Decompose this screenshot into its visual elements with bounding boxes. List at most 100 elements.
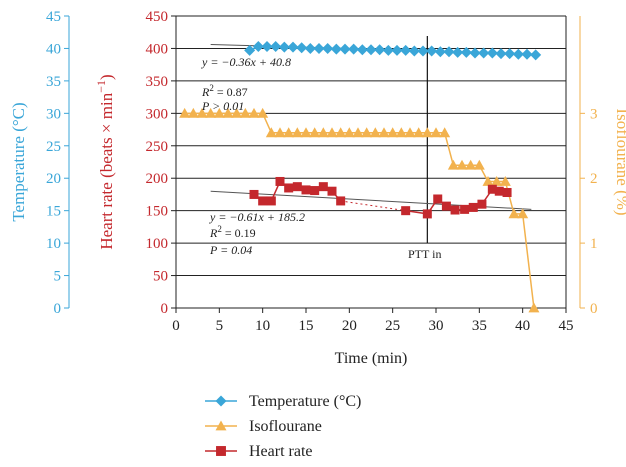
isoflurane-point bbox=[482, 175, 494, 186]
x-axis-title: Time (min) bbox=[335, 350, 408, 367]
isoflurane-point bbox=[508, 208, 520, 219]
isoflurane-point bbox=[343, 127, 355, 138]
temp-tick-label-15: 15 bbox=[46, 204, 61, 220]
temperature-point bbox=[339, 43, 351, 55]
heart_rate-point bbox=[477, 199, 487, 209]
temperature-point bbox=[486, 47, 498, 59]
heart-rate-axis-title: Heart rate (beats × min−1) bbox=[94, 74, 116, 249]
x-tick-label-40: 40 bbox=[515, 318, 530, 334]
temp-tick-label-0: 0 bbox=[54, 301, 62, 317]
heart_rate-point bbox=[441, 201, 451, 211]
legend-marker-1 bbox=[215, 420, 227, 431]
heart_rate-point bbox=[249, 189, 259, 199]
temp-tick-label-25: 25 bbox=[46, 139, 61, 155]
heart_rate-point bbox=[301, 185, 311, 195]
temperature-point bbox=[322, 42, 334, 54]
temp-p-value: P > 0.01 bbox=[201, 99, 244, 113]
legend: Temperature (°C) Isoflourane Heart rate bbox=[205, 393, 361, 460]
temperature-point bbox=[382, 44, 394, 56]
temperature-point bbox=[417, 45, 429, 57]
isoflurane-point bbox=[413, 127, 425, 138]
legend-label-0: Temperature (°C) bbox=[249, 393, 361, 410]
isoflurane-point bbox=[257, 107, 269, 118]
temperature-point bbox=[452, 46, 464, 58]
temperature-point bbox=[391, 44, 403, 56]
isoflurane-point bbox=[517, 208, 529, 219]
isoflurane-point bbox=[239, 107, 251, 118]
hr-r2-exponent: 2 bbox=[217, 224, 222, 234]
temperature-point bbox=[304, 42, 316, 54]
temperature-point bbox=[356, 44, 368, 56]
temp-r2-value: = 0.87 bbox=[214, 85, 248, 99]
isoflurane-point bbox=[473, 159, 485, 170]
isoflurane-point bbox=[205, 107, 217, 118]
temperature-point bbox=[278, 41, 290, 53]
legend-label-1: Isoflourane bbox=[249, 418, 322, 435]
isoflurane-point bbox=[222, 107, 234, 118]
isoflurane-point bbox=[378, 127, 390, 138]
temp-equation: y = −0.36x + 40.8 bbox=[201, 55, 291, 69]
isoflurane-point bbox=[231, 107, 243, 118]
temperature-point bbox=[426, 45, 438, 57]
hr-tick-label-100: 100 bbox=[146, 236, 169, 252]
heart_rate-point bbox=[502, 187, 512, 197]
temp-tick-label-40: 40 bbox=[46, 41, 61, 57]
heart_rate-point bbox=[327, 186, 337, 196]
isoflurane-point bbox=[395, 127, 407, 138]
isoflurane-point bbox=[361, 127, 373, 138]
temperature-axis-title: Temperature (°C) bbox=[9, 102, 28, 221]
heart_rate-point bbox=[292, 182, 302, 192]
hr-title-sup: −1 bbox=[94, 80, 108, 93]
isoflurane-point bbox=[499, 175, 511, 186]
temp-tick-label-10: 10 bbox=[46, 236, 61, 252]
temperature-point bbox=[252, 40, 264, 52]
temperature-point bbox=[530, 49, 542, 61]
isoflurane-point bbox=[430, 127, 442, 138]
temperature-point bbox=[478, 47, 490, 59]
isoflurane-point bbox=[491, 175, 503, 186]
x-tick-label-5: 5 bbox=[216, 318, 224, 334]
isoflurane-point bbox=[421, 127, 433, 138]
heart_rate-point bbox=[284, 183, 294, 193]
temperature-point bbox=[521, 48, 533, 60]
hr-r2-letter: R bbox=[209, 226, 218, 240]
isoflurane-point bbox=[404, 127, 416, 138]
iso-tick-label-2: 2 bbox=[590, 171, 598, 187]
isoflurane-point bbox=[352, 127, 364, 138]
temp-tick-label-5: 5 bbox=[54, 269, 62, 285]
temperature-point bbox=[270, 40, 282, 52]
temperature-point bbox=[512, 48, 524, 60]
temperature-point bbox=[365, 44, 377, 56]
hr-tick-label-0: 0 bbox=[161, 301, 169, 317]
temperature-point bbox=[443, 46, 455, 58]
hr-tick-label-150: 150 bbox=[146, 204, 169, 220]
legend-marker-0 bbox=[215, 395, 227, 407]
annotation-layer: y = −0.36x + 40.8 R2 = 0.87 P > 0.01 y =… bbox=[201, 55, 441, 261]
heart_rate-point bbox=[310, 186, 320, 196]
isoflurane-point bbox=[291, 127, 303, 138]
heart_rate-point bbox=[450, 205, 460, 215]
hr-tick-label-300: 300 bbox=[146, 106, 169, 122]
iso-tick-label-3: 3 bbox=[590, 106, 598, 122]
temp-r2-exponent: 2 bbox=[209, 83, 214, 93]
ptt-in-label: PTT in bbox=[408, 247, 441, 261]
isoflurane-point bbox=[456, 159, 468, 170]
temperature-point bbox=[296, 42, 308, 54]
isoflurane-point bbox=[309, 127, 321, 138]
isoflurane-point bbox=[439, 127, 451, 138]
legend-label-2: Heart rate bbox=[249, 443, 313, 460]
isoflurane-axis-title: Isoflourane (%) bbox=[613, 108, 626, 215]
isoflurane-point bbox=[213, 107, 225, 118]
heart-rate-segment bbox=[340, 200, 406, 212]
temp-tick-label-30: 30 bbox=[46, 106, 61, 122]
temperature-point bbox=[330, 43, 342, 55]
isoflurane-point bbox=[335, 127, 347, 138]
temp-r-squared: R2 = 0.87 bbox=[201, 83, 248, 99]
x-tick-label-25: 25 bbox=[385, 318, 400, 334]
heart_rate-point bbox=[468, 202, 478, 212]
x-tick-label-20: 20 bbox=[342, 318, 357, 334]
x-tick-label-0: 0 bbox=[172, 318, 180, 334]
isoflurane-point bbox=[326, 127, 338, 138]
legend-marker-2 bbox=[216, 446, 226, 456]
